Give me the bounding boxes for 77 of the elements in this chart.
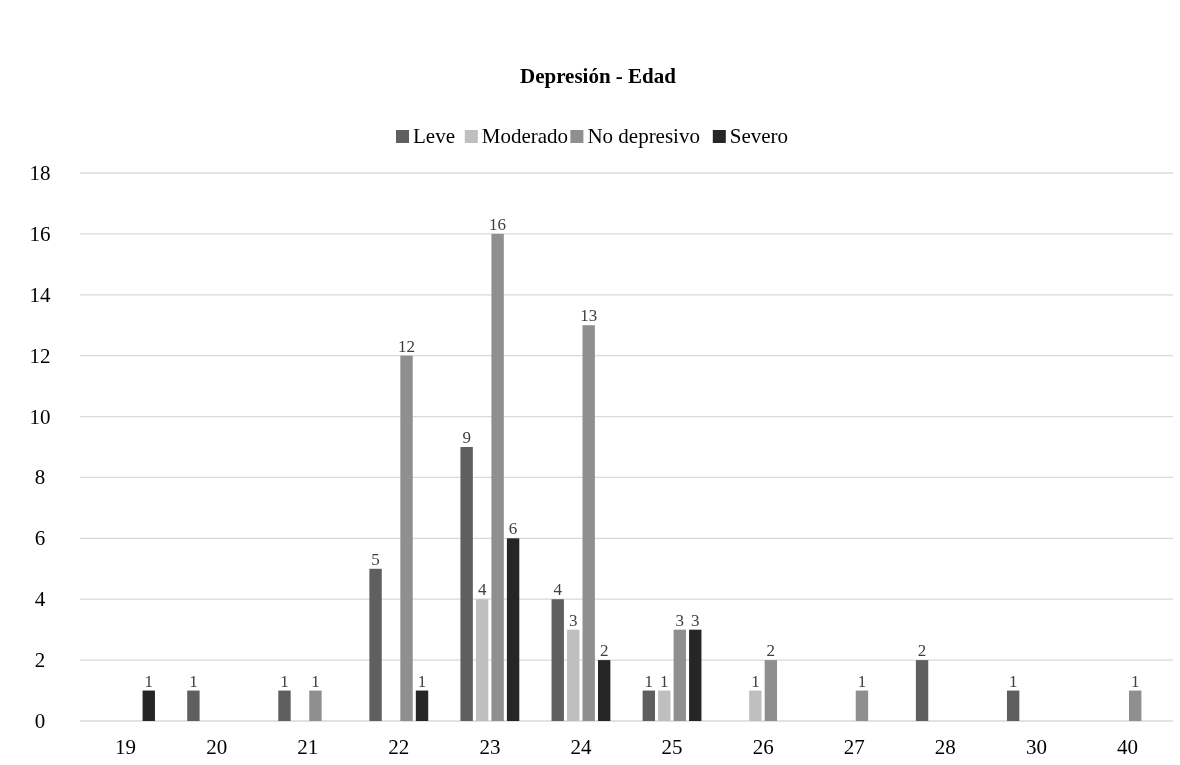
bar (400, 355, 413, 721)
y-tick-label: 18 (29, 161, 51, 185)
bar (369, 568, 382, 721)
data-label: 3 (675, 610, 685, 630)
bar (1129, 690, 1142, 721)
data-label: 3 (691, 610, 700, 630)
data-label: 5 (371, 549, 380, 569)
data-label: 4 (477, 580, 487, 600)
data-label: 4 (553, 580, 563, 600)
data-label: 1 (144, 671, 154, 691)
legend-label: No depresivo (587, 124, 700, 148)
legend-label: Moderado (481, 124, 569, 148)
y-tick-label: 14 (29, 282, 51, 307)
y-tick-label: 12 (29, 343, 51, 368)
bar (855, 690, 869, 721)
x-tick-label: 19 (115, 735, 137, 759)
data-label: 9 (462, 428, 471, 447)
bar (506, 538, 520, 721)
bar (309, 690, 322, 721)
bar (460, 447, 473, 721)
legend-label: Leve (413, 124, 455, 148)
y-tick-label: 4 (34, 587, 46, 612)
legend-label: Severo (729, 124, 789, 148)
bar (567, 629, 580, 721)
bar (551, 599, 564, 721)
bar (915, 660, 929, 721)
bar (278, 690, 291, 721)
bar (642, 690, 656, 721)
data-label: 2 (599, 641, 609, 661)
data-label: 1 (857, 671, 867, 691)
x-tick-label: 20 (206, 735, 228, 759)
data-label: 1 (280, 671, 289, 691)
x-tick-label: 22 (388, 735, 410, 759)
data-label: 3 (568, 610, 578, 630)
data-label: 2 (917, 641, 927, 661)
bar (582, 325, 595, 721)
x-tick-label: 30 (1025, 735, 1047, 759)
bar (689, 629, 702, 721)
x-tick-label: 28 (934, 735, 956, 759)
bar (491, 233, 504, 721)
data-label: 6 (508, 519, 518, 539)
y-tick-label: 8 (34, 465, 46, 490)
data-label: 16 (489, 214, 507, 234)
bar (142, 690, 155, 721)
y-tick-label: 16 (29, 221, 51, 246)
data-label: 1 (1008, 671, 1018, 691)
y-tick-label: 6 (34, 526, 46, 551)
data-label: 13 (580, 306, 598, 326)
chart-title: Depresión - Edad (520, 64, 677, 88)
x-tick-label: 26 (752, 735, 774, 759)
x-tick-label: 21 (297, 735, 319, 759)
bar (475, 599, 489, 721)
x-tick-label: 23 (479, 735, 501, 759)
bar (1006, 690, 1020, 721)
bar (597, 660, 611, 721)
bar (415, 690, 429, 721)
data-label: 12 (398, 336, 416, 356)
data-label: 1 (644, 671, 654, 691)
data-label: 1 (189, 671, 198, 691)
data-label: 1 (660, 671, 669, 691)
data-label: 2 (766, 641, 776, 661)
x-tick-label: 27 (843, 735, 865, 759)
x-tick-label: 25 (661, 735, 683, 759)
bar (673, 629, 686, 721)
y-tick-label: 2 (34, 648, 46, 673)
data-label: 1 (311, 671, 320, 691)
y-tick-label: 10 (29, 404, 51, 429)
bar (658, 690, 671, 721)
x-tick-label: 40 (1116, 735, 1138, 759)
y-tick-label: 0 (34, 709, 46, 733)
bar (764, 660, 778, 721)
data-label: 1 (1130, 671, 1140, 691)
data-label: 1 (417, 671, 427, 691)
bar (187, 690, 200, 721)
data-label: 1 (751, 671, 760, 691)
x-tick-label: 24 (570, 735, 592, 759)
bar (749, 690, 762, 721)
